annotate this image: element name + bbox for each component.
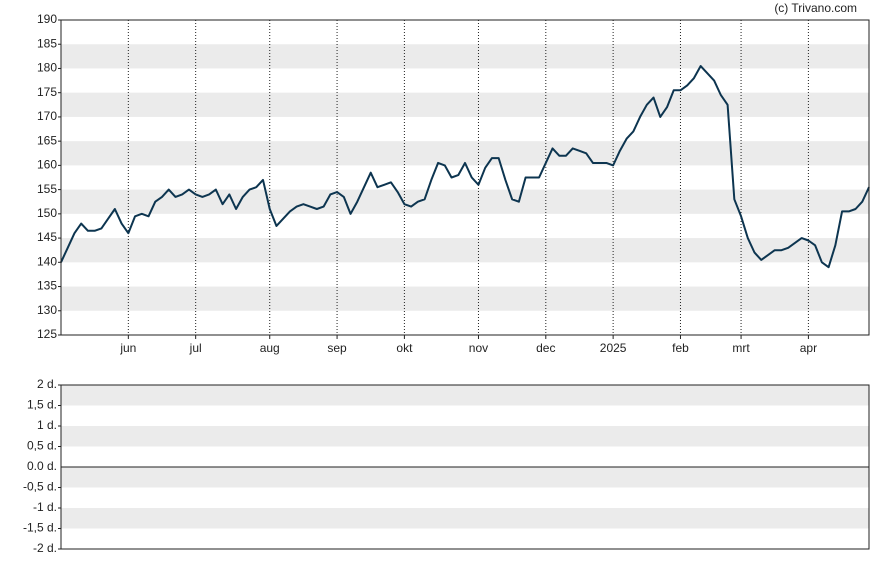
y-tick-label: 155 [37, 182, 57, 196]
x-tick-label: sep [327, 341, 347, 355]
x-tick-label: feb [672, 341, 689, 355]
band [61, 508, 869, 529]
watermark: (c) Trivano.com [774, 1, 857, 15]
band [61, 141, 869, 166]
plot-frame [60, 384, 870, 550]
y-tick-label: -2 d. [33, 541, 57, 555]
x-tick-label: dec [536, 341, 555, 355]
y-tick-label: 150 [37, 206, 57, 220]
y-tick-label: -1 d. [33, 500, 57, 514]
band [61, 92, 869, 117]
x-tick-label: nov [469, 341, 488, 355]
y-tick-label: 140 [37, 254, 57, 268]
y-tick-label: 160 [37, 158, 57, 172]
band [61, 385, 869, 406]
y-tick-label: 0.0 d. [27, 459, 57, 473]
x-tick-label: okt [396, 341, 413, 355]
plot-frame [60, 19, 870, 336]
y-tick-label: 170 [37, 109, 57, 123]
band [61, 44, 869, 69]
y-tick-label: 190 [37, 12, 57, 26]
x-tick-label: 2025 [600, 341, 627, 355]
y-tick-label: 1,5 d. [27, 398, 57, 412]
y-tick-label: 1 d. [37, 418, 57, 432]
y-tick-label: 180 [37, 61, 57, 75]
y-tick-label: 2 d. [37, 377, 57, 391]
band [61, 467, 869, 488]
y-tick-label: 175 [37, 85, 57, 99]
y-tick-label: -0,5 d. [23, 480, 57, 494]
band [61, 238, 869, 263]
y-tick-label: 135 [37, 279, 57, 293]
price-line [60, 65, 870, 269]
y-tick-label: 130 [37, 303, 57, 317]
x-tick-label: jul [189, 341, 202, 355]
plot-area [61, 20, 869, 335]
band [61, 286, 869, 311]
band [61, 426, 869, 447]
x-tick-label: mrt [732, 341, 750, 355]
y-tick-label: 185 [37, 36, 57, 50]
y-tick-label: 125 [37, 327, 57, 341]
y-tick-label: -1,5 d. [23, 521, 57, 535]
x-tick-label: jun [119, 341, 136, 355]
y-tick-label: 165 [37, 133, 57, 147]
y-tick-label: 145 [37, 230, 57, 244]
y-tick-label: 0,5 d. [27, 439, 57, 453]
x-tick-label: apr [800, 341, 817, 355]
x-tick-label: aug [260, 341, 280, 355]
